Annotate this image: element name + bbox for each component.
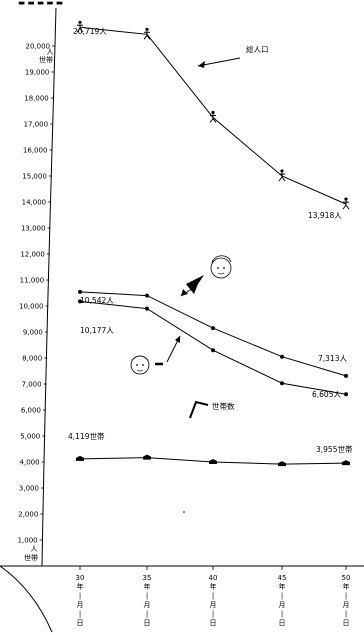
label-male-1955: 10,542人 [80,296,114,305]
female-point [280,381,284,386]
cropped-header-text: ▬ ▬ ▬ ▬ ▬ [18,0,63,7]
female-point [344,392,348,397]
y-tick-label: 5,000 [20,433,40,441]
male-face-icon [210,255,232,279]
series-points [76,20,350,467]
series-line-1 [79,291,347,377]
label-households-1955: 4,119世帯 [68,431,105,441]
y-unit-top-person: 人 [47,48,54,56]
y-unit-bottom-household: 世帯 [24,553,38,562]
female-face-icon [130,355,150,375]
person-marker-icon [209,110,217,123]
label-total-population: 総人口 [246,44,269,54]
label-female-1975: 6,605人 [312,390,341,399]
y-tick-label: 2,000 [18,511,38,519]
total-arrowhead-icon [198,61,205,68]
male-point [344,373,348,378]
female-arrowhead-icon [175,336,180,343]
y-tick-label: 12,000 [20,251,45,259]
label-households-1975: 3,955世帯 [316,444,353,454]
y-tick-label: 14,000 [22,199,47,207]
label-male-1975: 7,313人 [318,354,347,363]
x-tick-label: 45 年|月|日 [278,574,287,627]
x-tick-label: 40 年|月|日 [209,574,218,627]
y-tick-label: 17,000 [24,121,49,129]
label-female-1955: 10,177人 [80,326,114,335]
household-pointer-arrow [189,400,209,419]
x-tick-label: 50 年|月|日 [342,574,351,627]
house-marker-icon [342,460,350,466]
x-tick-labels: 30 年|月|日 35 年|月|日 40 年|月|日 45 年|月|日 50 年|月|日 [76,574,351,627]
y-tick-label: 13,000 [21,225,46,233]
y-tick-labels: 20,000 19,000 18,000 17,000 16,000 15,000 14,0… [18,43,56,545]
y-tick-label: 1,000 [18,537,38,545]
x-tick-marks [79,566,347,570]
house-marker-icon [76,455,84,461]
y-tick-label: 16,000 [23,147,48,155]
total-pointer-arrow [197,57,241,67]
person-marker-icon [76,20,84,33]
y-unit-bottom-person: 人 [31,545,38,553]
y-tick-label: 20,000 [26,43,51,51]
female-point [78,299,82,304]
x-tick-label: 35 年|月|日 [143,574,152,627]
series-line-2 [79,300,347,395]
series-lines [79,26,347,465]
y-tick-label: 15,000 [22,173,47,181]
male-point [211,326,215,331]
person-marker-icon [342,197,350,210]
male-point [145,293,149,298]
y-tick-label: 18,000 [24,95,49,103]
label-households: 世帯数 [212,401,235,411]
person-marker-icon [278,169,286,182]
y-tick-label: 11,000 [20,277,45,285]
y-tick-label: 8,000 [22,355,42,363]
y-tick-label: 3,000 [19,485,39,493]
y-tick-label: 9,000 [23,329,43,337]
y-tick-label: 7,000 [22,381,42,389]
male-point [78,289,82,294]
house-marker-icon [278,461,286,467]
x-tick-label: 30 年|月|日 [76,574,85,627]
y-axis-line [41,7,57,567]
male-arrowhead-icon [181,289,188,296]
y-tick-label: 10,000 [19,303,44,311]
label-total-1975: 13,918人 [308,211,342,220]
y-tick-label: 19,000 [25,69,50,77]
label-total-1955: 20,719人 [73,27,107,36]
female-point [211,348,215,353]
female-point [145,306,149,311]
male-point [280,354,284,359]
house-marker-icon [143,454,151,460]
y-tick-label: 6,000 [21,407,41,415]
speck-mark [183,511,185,513]
person-marker-icon [143,27,151,40]
y-tick-label: 4,000 [20,459,40,467]
house-marker-icon [209,459,217,464]
y-unit-top-household: 世帯 [39,55,53,64]
corner-curve [0,565,53,633]
